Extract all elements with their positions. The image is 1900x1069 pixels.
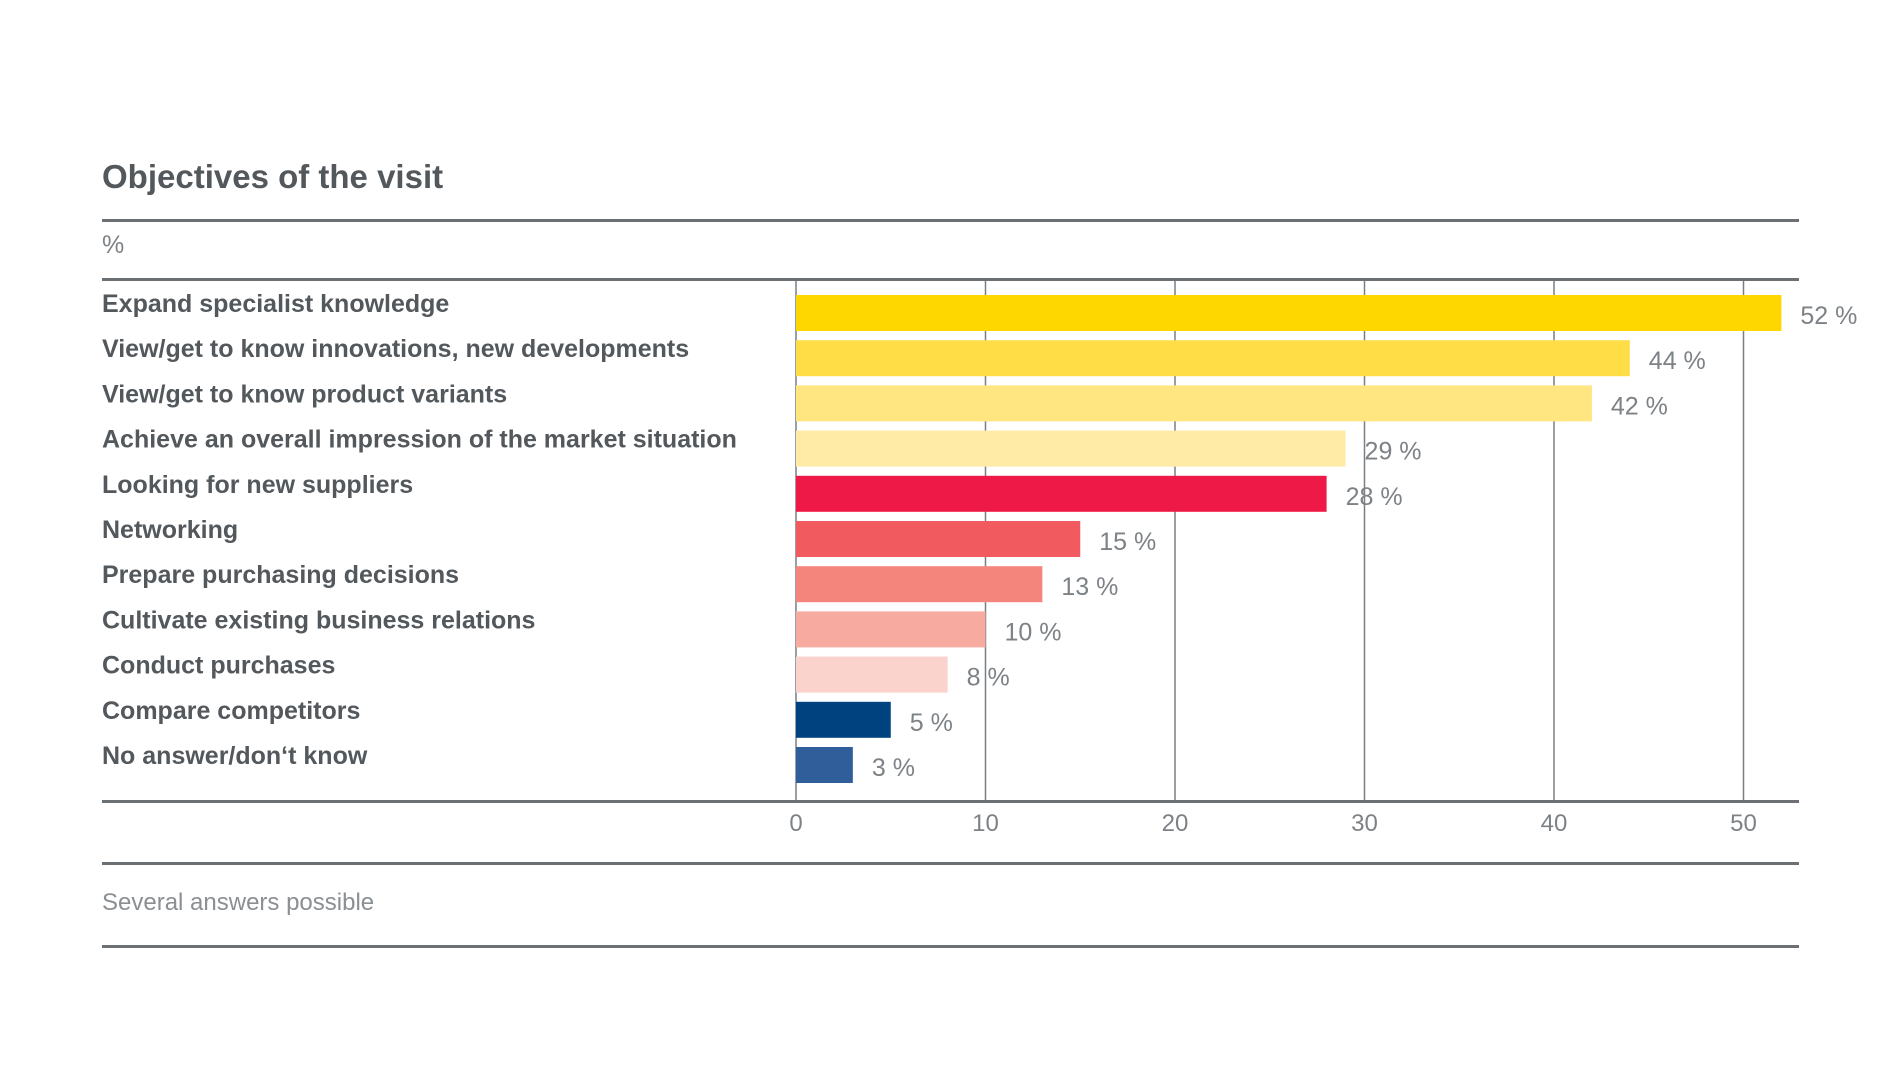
bar-4 [796, 430, 1346, 467]
category-label-2: View/get to know innovations, new develo… [102, 335, 689, 363]
value-label-10: 5 % [910, 709, 953, 737]
footnote-rule-top [102, 862, 1799, 865]
x-tick-label-40: 40 [1541, 810, 1568, 837]
value-label-8: 10 % [1005, 618, 1062, 646]
value-label-1: 52 % [1800, 302, 1857, 330]
bar-7 [796, 566, 1043, 603]
value-label-6: 15 % [1099, 528, 1156, 556]
x-tick-label-20: 20 [1162, 810, 1189, 837]
unit-label: % [102, 231, 125, 259]
bars [796, 295, 1782, 783]
x-tick-label-50: 50 [1730, 810, 1757, 837]
category-label-7: Prepare purchasing decisions [102, 561, 459, 589]
category-label-4: Achieve an overall impression of the mar… [102, 426, 737, 454]
category-label-1: Expand specialist knowledge [102, 290, 449, 318]
bar-11 [796, 747, 853, 783]
x-tick-label-0: 0 [789, 810, 802, 837]
category-labels: Expand specialist knowledge View/get to k… [102, 290, 737, 770]
x-tick-label-30: 30 [1351, 810, 1378, 837]
bar-2 [796, 340, 1630, 377]
title-rule [102, 219, 1799, 222]
value-label-5: 28 % [1346, 483, 1403, 511]
bar-chart: Expand specialist knowledge View/get to k… [102, 281, 1858, 837]
x-axis-ticks: 0 10 20 30 40 50 [789, 810, 1757, 837]
category-label-8: Cultivate existing business relations [102, 606, 535, 634]
bar-8 [796, 611, 986, 648]
category-label-9: Conduct purchases [102, 652, 335, 680]
value-label-9: 8 % [967, 664, 1010, 692]
value-label-11: 3 % [872, 754, 915, 782]
bar-5 [796, 475, 1327, 512]
bar-1 [796, 295, 1782, 331]
category-label-6: Networking [102, 516, 238, 544]
bar-10 [796, 701, 891, 738]
chart-title: Objectives of the visit [102, 158, 444, 195]
axis-rule [102, 800, 1799, 803]
bar-6 [796, 521, 1081, 557]
value-labels: 52 % 44 % 42 % 29 % 28 % 15 % 13 % 10 % 8 % 5 % 3 … [872, 302, 1858, 782]
category-label-11: No answer/don‘t know [102, 742, 368, 770]
bar-9 [796, 656, 948, 693]
value-label-7: 13 % [1061, 573, 1118, 601]
value-label-4: 29 % [1365, 438, 1422, 466]
bar-3 [796, 385, 1592, 422]
footnote-rule-bottom [102, 945, 1799, 948]
value-label-3: 42 % [1611, 392, 1668, 420]
category-label-10: Compare competitors [102, 697, 360, 725]
value-label-2: 44 % [1649, 347, 1706, 375]
category-label-5: Looking for new suppliers [102, 471, 413, 499]
x-tick-label-10: 10 [972, 810, 999, 837]
header-rule [102, 278, 1799, 281]
category-label-3: View/get to know product variants [102, 380, 507, 408]
footnote: Several answers possible [102, 889, 375, 916]
